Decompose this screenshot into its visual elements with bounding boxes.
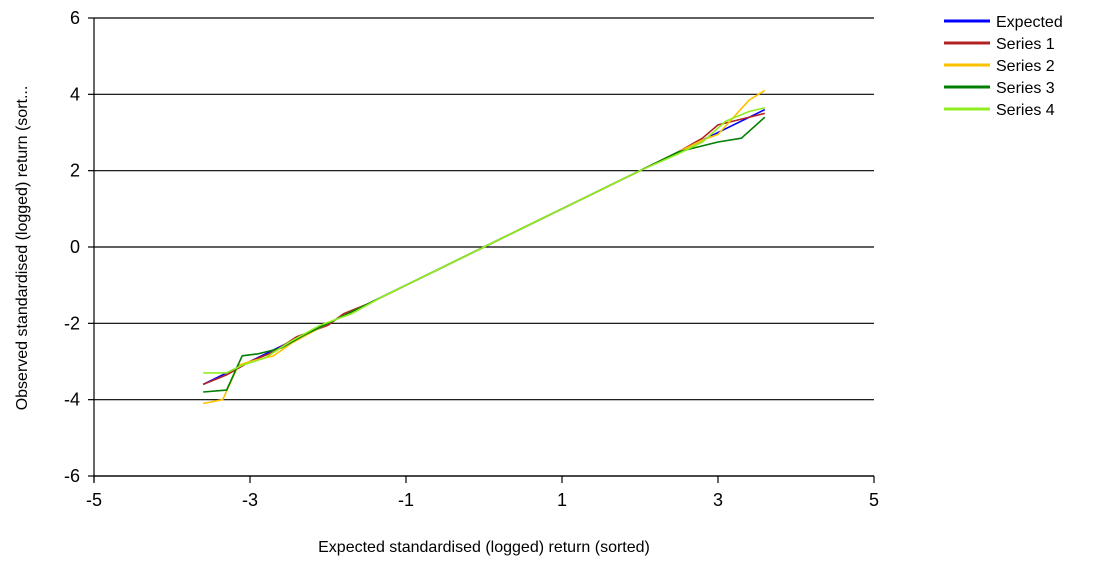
y-tick-label: -2: [64, 313, 80, 333]
y-tick-label: 2: [70, 161, 80, 181]
axes: [88, 17, 875, 483]
series-line-series-3: [203, 116, 766, 393]
x-tick-label: 1: [557, 490, 567, 510]
x-tick-label: -5: [86, 490, 102, 510]
y-tick-label: -6: [64, 466, 80, 486]
y-tick-labels: 6 4 2 0 -2 -4 -6: [64, 8, 80, 486]
series-line-series-4: [203, 106, 765, 374]
x-tick-label: -1: [398, 490, 414, 510]
y-tick-label: 4: [70, 84, 80, 104]
x-tick-label: -3: [242, 490, 258, 510]
x-axis-title: Expected standardised (logged) return (s…: [318, 539, 650, 556]
legend-label-series-2: Series 2: [996, 58, 1055, 75]
legend-label-series-4: Series 4: [996, 102, 1055, 119]
legend-label-series-3: Series 3: [996, 80, 1055, 97]
y-tick-label: 0: [70, 237, 80, 257]
y-axis-title: Observed standardised (logged) return (s…: [14, 86, 31, 411]
y-tick-label: -4: [64, 390, 80, 410]
y-tick-label: 6: [70, 8, 80, 28]
legend-label-expected: Expected: [996, 14, 1063, 31]
legend-label-series-1: Series 1: [996, 36, 1055, 53]
series-lines: [202, 89, 766, 405]
x-tick-labels: -5 -3 -1 1 3 5: [86, 490, 879, 510]
legend: Expected Series 1 Series 2 Series 3 Series 4: [944, 14, 1063, 119]
x-tick-label: 3: [713, 490, 723, 510]
x-tick-label: 5: [869, 490, 879, 510]
